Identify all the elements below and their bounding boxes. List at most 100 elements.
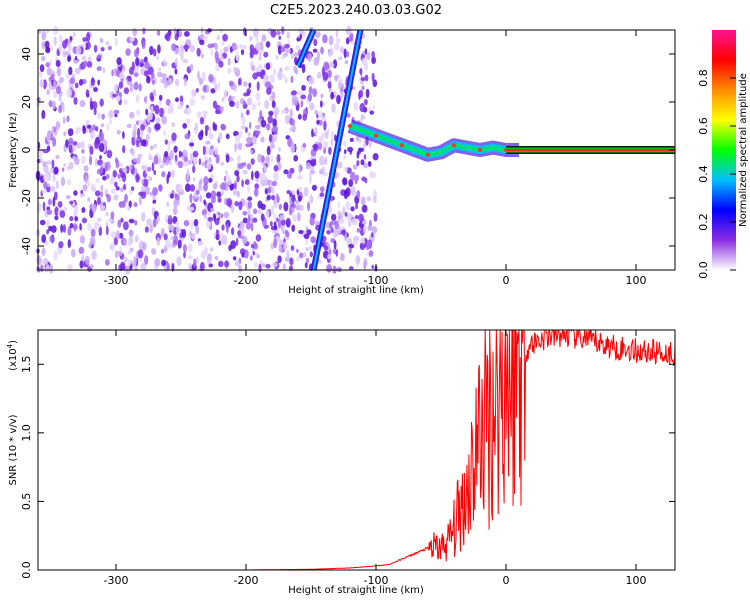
noise-speckle (52, 100, 56, 111)
noise-speckle (171, 122, 176, 128)
noise-speckle (49, 45, 53, 52)
noise-speckle (73, 96, 78, 105)
noise-speckle (320, 93, 324, 99)
noise-speckle (134, 220, 138, 226)
noise-speckle (161, 171, 166, 178)
noise-speckle (364, 48, 368, 55)
noise-speckle (129, 111, 135, 119)
noise-speckle (252, 251, 256, 256)
noise-speckle (276, 154, 281, 164)
noise-speckle (249, 255, 253, 261)
noise-speckle (241, 116, 246, 125)
noise-speckle (133, 81, 139, 91)
noise-speckle (114, 250, 119, 259)
noise-speckle (235, 100, 240, 110)
noise-speckle (255, 234, 262, 242)
noise-speckle (345, 37, 350, 45)
noise-speckle (100, 123, 105, 128)
noise-speckle (255, 252, 258, 258)
noise-speckle (215, 229, 219, 235)
noise-speckle (283, 169, 289, 175)
noise-speckle (322, 142, 327, 149)
noise-speckle (153, 170, 157, 175)
noise-speckle (41, 41, 46, 50)
noise-speckle (330, 131, 335, 139)
noise-speckle (258, 263, 262, 273)
noise-speckle (311, 128, 314, 138)
noise-speckle (212, 121, 216, 131)
noise-speckle (189, 184, 196, 192)
noise-speckle (297, 175, 303, 180)
noise-speckle (58, 241, 64, 249)
noise-speckle (111, 242, 115, 252)
noise-speckle (238, 80, 241, 86)
noise-speckle (293, 155, 299, 162)
noise-speckle (55, 85, 61, 95)
noise-speckle (368, 250, 374, 257)
drifting-signal-peak (400, 143, 404, 148)
noise-speckle (133, 123, 137, 133)
noise-speckle (344, 60, 349, 65)
noise-speckle (41, 247, 46, 256)
noise-speckle (163, 58, 166, 67)
noise-speckle (67, 264, 73, 272)
noise-speckle (289, 108, 293, 118)
noise-speckle (276, 195, 280, 203)
noise-speckle (348, 243, 355, 249)
noise-speckle (128, 200, 132, 208)
noise-speckle (284, 76, 288, 84)
noise-speckle (338, 56, 343, 61)
drifting-signal-peak (426, 152, 430, 157)
noise-speckle (75, 127, 82, 133)
noise-speckle (348, 179, 354, 188)
noise-speckle (245, 221, 252, 230)
noise-speckle (79, 193, 85, 198)
noise-speckle (300, 94, 307, 100)
noise-speckle (227, 67, 232, 74)
noise-speckle (199, 194, 203, 203)
noise-speckle (134, 48, 139, 58)
noise-speckle (278, 35, 282, 40)
noise-speckle (79, 223, 82, 231)
noise-speckle (201, 71, 206, 82)
noise-speckle (267, 115, 274, 124)
noise-speckle (170, 103, 174, 113)
noise-speckle (83, 60, 88, 68)
noise-speckle (98, 131, 105, 142)
noise-speckle (270, 155, 274, 163)
diagonal-streak-core (297, 29, 315, 67)
noise-speckle (273, 68, 276, 76)
noise-speckle (47, 198, 52, 206)
noise-speckle (344, 212, 348, 217)
noise-speckle (235, 237, 239, 247)
noise-speckle (46, 89, 50, 95)
noise-speckle (289, 206, 293, 216)
noise-speckle (86, 32, 91, 42)
noise-speckle (236, 174, 240, 183)
noise-speckle (328, 49, 334, 55)
noise-speckle (306, 229, 312, 236)
noise-speckle (243, 81, 248, 87)
noise-speckle (355, 215, 359, 219)
noise-speckle (122, 131, 125, 139)
noise-speckle (178, 51, 185, 57)
noise-speckle (242, 211, 248, 216)
noise-speckle (150, 105, 154, 113)
noise-speckle (207, 259, 211, 265)
noise-speckle (78, 246, 85, 254)
noise-speckle (117, 251, 123, 256)
noise-speckle (81, 149, 85, 154)
noise-speckle (91, 237, 96, 246)
noise-speckle (220, 213, 224, 219)
noise-speckle (356, 228, 361, 233)
noise-speckle (218, 240, 222, 246)
noise-speckle (220, 190, 225, 195)
noise-speckle (62, 224, 66, 233)
snr-scale-label: (x104) (6, 340, 19, 371)
noise-speckle (135, 173, 140, 183)
noise-speckle (163, 233, 168, 241)
noise-speckle (264, 165, 267, 174)
noise-speckle (361, 57, 368, 65)
noise-speckle (170, 236, 174, 241)
noise-speckle (155, 117, 161, 124)
